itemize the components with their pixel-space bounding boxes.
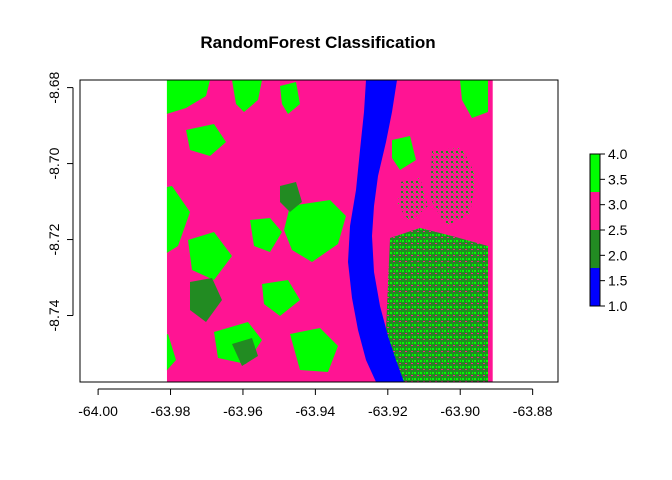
legend-tick-label: 3.5 [608,171,628,187]
green-patch-north-west [166,80,210,114]
legend-color-segment [590,192,600,230]
x-tick-label: -63.94 [296,403,336,419]
green-patch-east-bank [392,136,416,170]
green-patch-center-north [186,124,226,156]
x-axis: -64.00 -63.98 -63.96 -63.94 -63.92 -63.90 -63.… [78,388,553,419]
legend-tick-label: 4.0 [608,146,628,162]
legend-colorbar: 1.0 1.5 2.0 2.5 3.0 3.5 4.0 [589,146,628,314]
classification-raster [166,80,493,382]
x-tick-label: -64.00 [78,403,118,419]
green-patch-center [250,218,282,252]
green-patch-south-west-2 [166,334,176,371]
legend-color-segment [590,154,600,192]
y-tick-label: -8.70 [46,147,62,179]
map-title: RandomForest Classification [200,33,435,52]
y-axis: -8.68 -8.70 -8.72 -8.74 [46,71,74,331]
x-tick-label: -63.96 [223,403,263,419]
darkgreen-patch-west [190,278,222,322]
x-tick-label: -63.98 [151,403,191,419]
legend-tick-label: 3.0 [608,197,628,213]
x-tick-label: -63.92 [368,403,408,419]
green-patch-east-top [460,80,488,118]
river-blue-class [348,80,404,382]
green-patch-south-center [262,280,300,316]
green-patch-north-2 [280,82,300,114]
plot-frame [79,79,559,383]
urban-zone-east-mid [398,178,428,222]
x-tick-label: -63.88 [513,403,553,419]
green-patch-west [166,186,190,253]
darkgreen-patch-south [232,338,258,366]
legend-tick-label: 1.5 [608,273,628,289]
legend-color-segment [590,230,600,268]
legend-tick-label: 2.0 [608,247,628,263]
raster-land-cover-patches [166,80,488,382]
darkgreen-patch-center [280,182,302,212]
urban-zone-east [386,228,488,382]
green-patch-north [232,80,262,112]
x-tick-label: -63.90 [440,403,480,419]
green-patch-mid-west [188,232,232,280]
green-patch-south [290,328,338,372]
urban-zone-east-upper [430,148,476,226]
legend-tick-label: 1.0 [608,298,628,314]
y-tick-label: -8.68 [46,71,62,103]
y-tick-label: -8.74 [46,299,62,331]
legend-color-segment [590,268,600,306]
green-patch-riverbank [284,200,346,262]
legend-tick-label: 2.5 [608,222,628,238]
y-tick-label: -8.72 [46,223,62,255]
